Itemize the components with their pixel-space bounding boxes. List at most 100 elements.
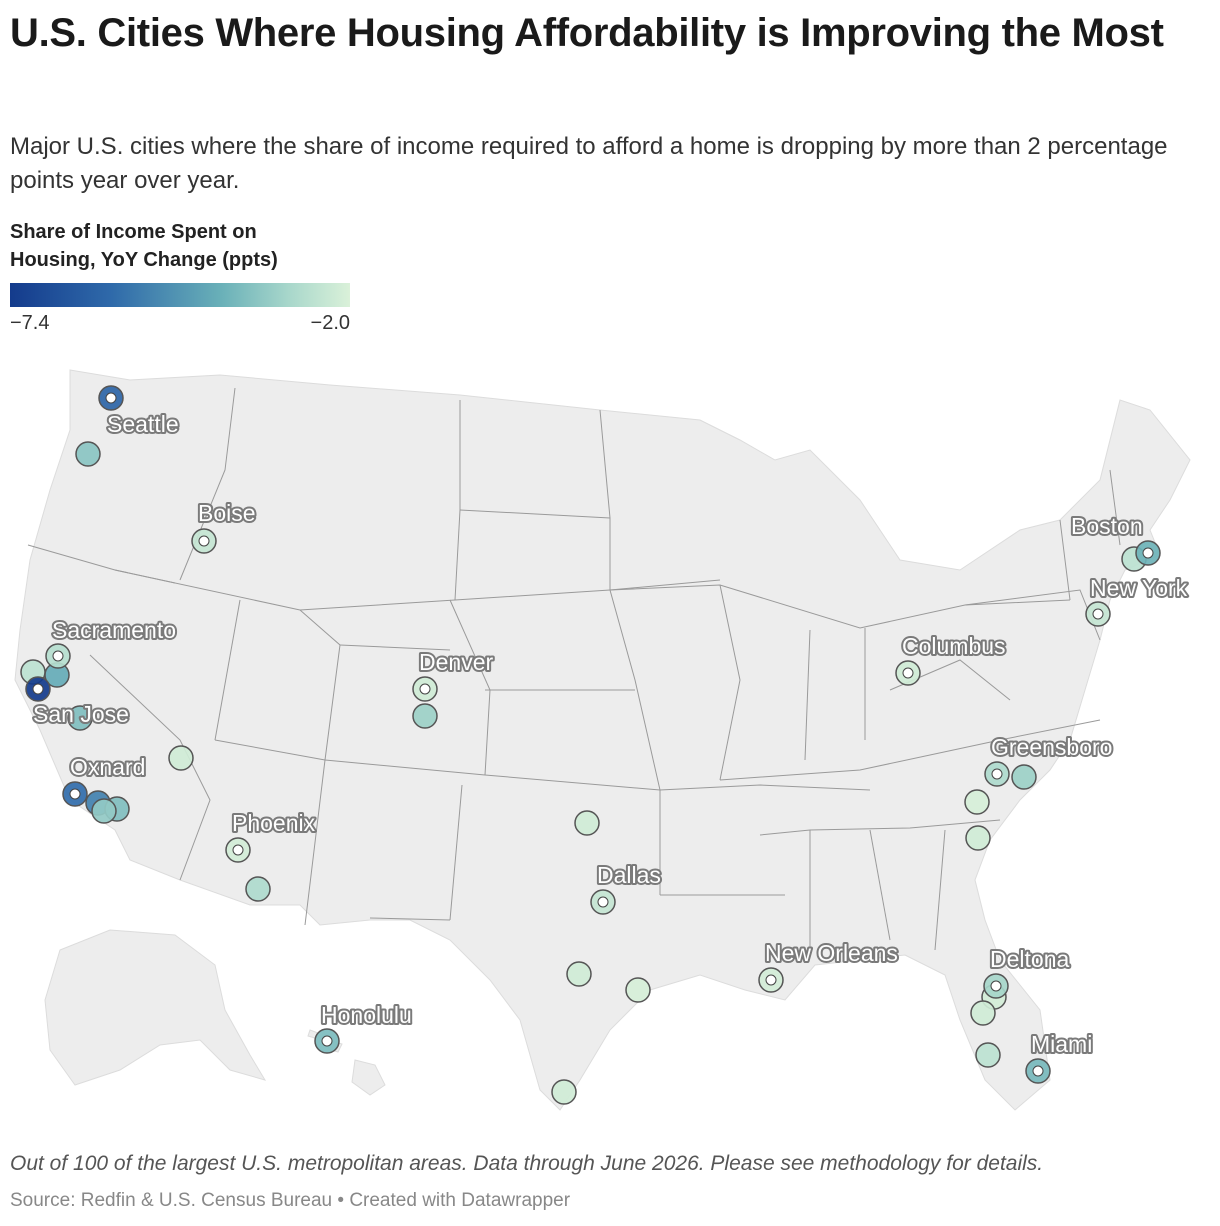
state-border-line xyxy=(369,917,451,921)
city-marker-raleigh[interactable] xyxy=(1011,764,1037,790)
city-circle[interactable] xyxy=(551,1079,577,1105)
city-marker-fresno[interactable] xyxy=(168,745,194,771)
city-circle[interactable] xyxy=(574,810,600,836)
city-marker-anaheim[interactable] xyxy=(91,798,117,824)
state-border-line xyxy=(114,569,176,584)
city-circle[interactable] xyxy=(964,789,990,815)
state-border-line xyxy=(759,819,1001,836)
city-label-boston: Boston xyxy=(1071,513,1143,539)
state-border-line xyxy=(89,654,211,881)
city-center-dot xyxy=(232,844,244,856)
state-border-line xyxy=(459,509,611,519)
city-center-dot xyxy=(991,768,1003,780)
state-border-line xyxy=(804,629,811,761)
state-border-line xyxy=(214,739,871,791)
city-circle[interactable] xyxy=(75,441,101,467)
city-center-dot xyxy=(32,683,44,695)
city-label-boise: Boise xyxy=(198,500,256,526)
city-center-dot xyxy=(597,896,609,908)
city-marker-columbus[interactable] xyxy=(895,660,921,686)
city-label-new-york: New York xyxy=(1090,575,1188,601)
chart-title: U.S. Cities Where Housing Affordability … xyxy=(10,11,1164,55)
city-marker-portland[interactable] xyxy=(75,441,101,467)
city-circle[interactable] xyxy=(245,876,271,902)
city-marker-austin[interactable] xyxy=(566,961,592,987)
city-marker-sacramento[interactable] xyxy=(45,643,71,669)
alaska-shape xyxy=(44,929,267,1086)
city-circle[interactable] xyxy=(975,1042,1001,1068)
city-label-seattle: Seattle xyxy=(107,411,179,437)
city-marker-houston[interactable] xyxy=(625,977,651,1003)
city-center-dot xyxy=(321,1035,333,1047)
city-center-dot xyxy=(902,667,914,679)
city-circle[interactable] xyxy=(168,745,194,771)
state-border-line xyxy=(934,829,946,951)
state-border-line xyxy=(1109,469,1121,546)
city-marker-deltona[interactable] xyxy=(983,973,1009,999)
city-circle[interactable] xyxy=(566,961,592,987)
city-center-dot xyxy=(990,980,1002,992)
city-label-denver: Denver xyxy=(419,649,493,675)
city-marker-san-jose[interactable] xyxy=(25,676,51,702)
city-marker-phoenix[interactable] xyxy=(225,837,251,863)
state-border-line xyxy=(599,409,661,895)
legend-min-label: −7.4 xyxy=(10,312,50,334)
city-label-honolulu: Honolulu xyxy=(321,1002,412,1028)
city-marker-oklahoma-city[interactable] xyxy=(574,810,600,836)
us-map: Seattle Boise Sacramento San Jose Oxnard Phoe… xyxy=(14,369,1191,1111)
city-marker-new-york[interactable] xyxy=(1085,601,1111,627)
city-circle[interactable] xyxy=(970,1000,996,1026)
city-marker-denver[interactable] xyxy=(412,676,438,702)
city-circle[interactable] xyxy=(1011,764,1037,790)
city-marker-colorado-springs[interactable] xyxy=(412,703,438,729)
legend-title: Share of Income Spent on Housing, YoY Ch… xyxy=(10,221,278,271)
city-label-miami: Miami xyxy=(1031,1031,1092,1057)
city-marker-tampa[interactable] xyxy=(970,1000,996,1026)
city-marker-mcallen[interactable] xyxy=(551,1079,577,1105)
city-marker-miami[interactable] xyxy=(1025,1058,1051,1084)
state-border-line xyxy=(719,584,741,781)
city-label-greensboro: Greensboro xyxy=(991,734,1112,760)
city-marker-seattle[interactable] xyxy=(98,385,124,411)
city-label-phoenix: Phoenix xyxy=(232,810,316,836)
state-border-line xyxy=(719,719,1101,781)
city-circle[interactable] xyxy=(412,703,438,729)
city-marker-new-orleans[interactable] xyxy=(758,967,784,993)
city-marker-boston[interactable] xyxy=(1135,540,1161,566)
city-marker-honolulu[interactable] xyxy=(314,1028,340,1054)
city-center-dot xyxy=(198,535,210,547)
city-circle[interactable] xyxy=(67,705,93,731)
legend-color-scale xyxy=(10,283,350,307)
chart-source: Source: Redfin & U.S. Census Bureau • Cr… xyxy=(10,1190,571,1211)
city-label-sacramento: Sacramento xyxy=(52,617,176,643)
city-marker-boise[interactable] xyxy=(191,528,217,554)
state-border-line xyxy=(299,609,341,926)
city-center-dot xyxy=(765,974,777,986)
city-marker-dallas[interactable] xyxy=(590,889,616,915)
city-center-dot xyxy=(1092,608,1104,620)
state-border-line xyxy=(214,599,241,741)
city-marker-greensboro[interactable] xyxy=(984,761,1010,787)
chart-subtitle: Major U.S. cities where the share of inc… xyxy=(10,133,1168,194)
legend-max-label: −2.0 xyxy=(310,312,350,334)
city-center-dot xyxy=(69,788,81,800)
city-marker-charlotte[interactable] xyxy=(964,789,990,815)
city-marker-columbia[interactable] xyxy=(965,825,991,851)
city-center-dot xyxy=(1032,1065,1044,1077)
chart-notes: Out of 100 of the largest U.S. metropoli… xyxy=(10,1152,1044,1175)
city-circle[interactable] xyxy=(965,825,991,851)
city-marker-tucson[interactable] xyxy=(245,876,271,902)
city-center-dot xyxy=(419,683,431,695)
city-label-oxnard: Oxnard xyxy=(70,754,145,780)
city-label-dallas: Dallas xyxy=(597,862,661,888)
city-center-dot xyxy=(1142,547,1154,559)
city-circle[interactable] xyxy=(625,977,651,1003)
city-marker-stockton[interactable] xyxy=(67,705,93,731)
city-center-dot xyxy=(105,392,117,404)
city-marker-oxnard[interactable] xyxy=(62,781,88,807)
city-label-deltona: Deltona xyxy=(990,946,1069,972)
city-marker-north-port[interactable] xyxy=(975,1042,1001,1068)
state-border-line xyxy=(609,579,721,591)
city-circle[interactable] xyxy=(91,798,117,824)
state-border-line xyxy=(1059,519,1071,601)
